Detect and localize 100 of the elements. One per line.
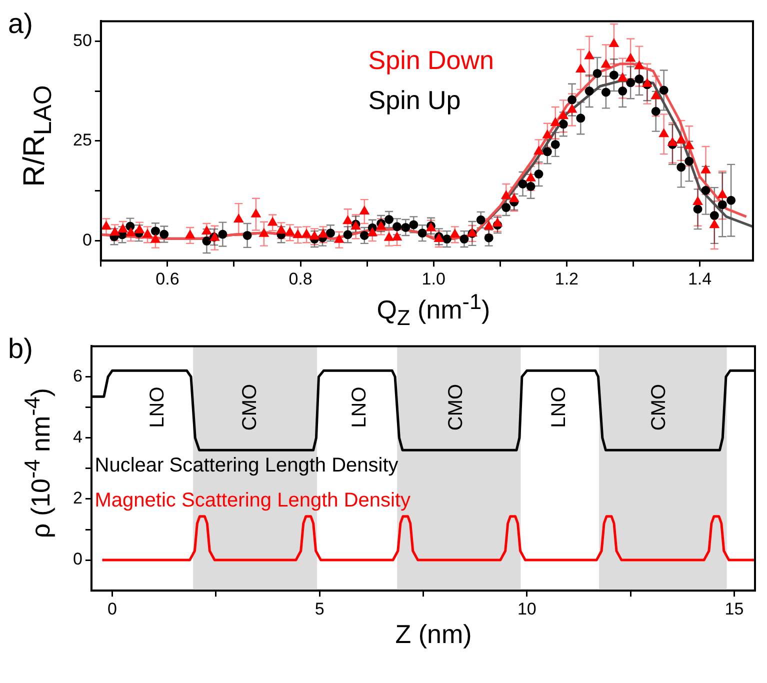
point <box>558 120 568 129</box>
point <box>118 224 128 232</box>
point <box>318 229 328 238</box>
x-tick-label: 0.8 <box>288 269 312 288</box>
point <box>218 230 228 239</box>
point <box>668 137 678 146</box>
point <box>618 86 628 96</box>
point <box>101 221 112 230</box>
point <box>518 179 528 188</box>
point <box>202 236 212 246</box>
point <box>285 227 295 236</box>
point <box>334 234 344 243</box>
point <box>450 229 460 238</box>
point <box>342 216 353 224</box>
x-axis-title: Q$_{Z}$ (nm$^{-1}$) <box>376 289 492 331</box>
annotation: CMO <box>239 384 262 431</box>
point <box>360 206 370 215</box>
point <box>584 50 594 60</box>
point <box>701 186 710 195</box>
point <box>110 227 120 236</box>
point <box>684 156 694 166</box>
point <box>609 70 618 80</box>
text: Spin Up <box>368 85 461 116</box>
y-tick-label: 0 <box>72 550 82 569</box>
point <box>550 117 560 126</box>
point <box>293 230 303 238</box>
point <box>276 225 286 234</box>
point <box>718 190 728 198</box>
point <box>142 229 152 238</box>
point <box>642 78 652 87</box>
point <box>234 214 244 223</box>
point <box>384 215 394 224</box>
point <box>634 74 644 84</box>
annotation: LNO <box>146 386 168 428</box>
point <box>509 194 519 202</box>
point <box>609 38 619 47</box>
point <box>484 221 494 230</box>
point <box>185 230 195 238</box>
point <box>601 88 610 97</box>
point <box>534 170 544 179</box>
point <box>676 162 686 172</box>
point <box>659 128 669 138</box>
point <box>592 68 602 78</box>
point <box>626 53 636 62</box>
point <box>626 78 636 88</box>
x-tick-label: 15 <box>724 599 744 618</box>
x-tick-label: 0.6 <box>156 269 180 288</box>
y-tick-label: 4 <box>72 428 82 447</box>
x-tick-label: 10 <box>517 599 536 618</box>
point <box>576 64 586 72</box>
point <box>568 95 577 104</box>
point <box>726 196 736 205</box>
y-tick-label: 25 <box>72 130 92 150</box>
point <box>542 147 552 156</box>
point <box>634 60 644 70</box>
annotation: CMO <box>444 384 467 431</box>
x-tick-label: 5 <box>314 599 324 618</box>
series-label: Nuclear Scattering Length Density <box>94 454 398 476</box>
point <box>710 220 720 228</box>
annotation: LNO <box>348 386 371 428</box>
annotation: LNO <box>548 386 570 428</box>
point <box>502 203 511 212</box>
point <box>160 230 169 239</box>
point <box>302 229 312 238</box>
x-axis-title: Z (nm) <box>394 619 473 650</box>
point <box>368 228 378 236</box>
point <box>526 172 536 182</box>
point <box>693 204 702 214</box>
y-tick-label: 50 <box>72 30 92 50</box>
point <box>692 196 703 205</box>
point <box>150 234 160 243</box>
point <box>659 86 668 95</box>
point <box>326 228 335 238</box>
point <box>134 224 144 234</box>
point <box>384 232 394 241</box>
x-tick-label: 1.0 <box>422 269 446 288</box>
chart-title: a) <box>8 8 33 40</box>
point <box>401 222 410 232</box>
point <box>242 230 252 240</box>
y-tick-label: 2 <box>72 488 82 508</box>
y-tick-label: 0 <box>82 230 92 250</box>
point <box>460 234 469 244</box>
point <box>343 230 352 240</box>
point <box>542 130 552 138</box>
point <box>476 215 486 224</box>
x-tick-label: 1.2 <box>554 269 579 288</box>
point <box>259 228 269 237</box>
point <box>484 233 494 242</box>
point <box>409 220 418 230</box>
point <box>360 230 369 240</box>
point <box>126 228 136 236</box>
point <box>268 217 278 226</box>
point <box>558 110 568 120</box>
point <box>567 104 577 113</box>
point <box>418 228 427 238</box>
point <box>526 182 536 191</box>
point <box>584 86 594 96</box>
annotation: CMO <box>648 384 670 431</box>
point <box>718 200 727 210</box>
point <box>550 140 560 149</box>
